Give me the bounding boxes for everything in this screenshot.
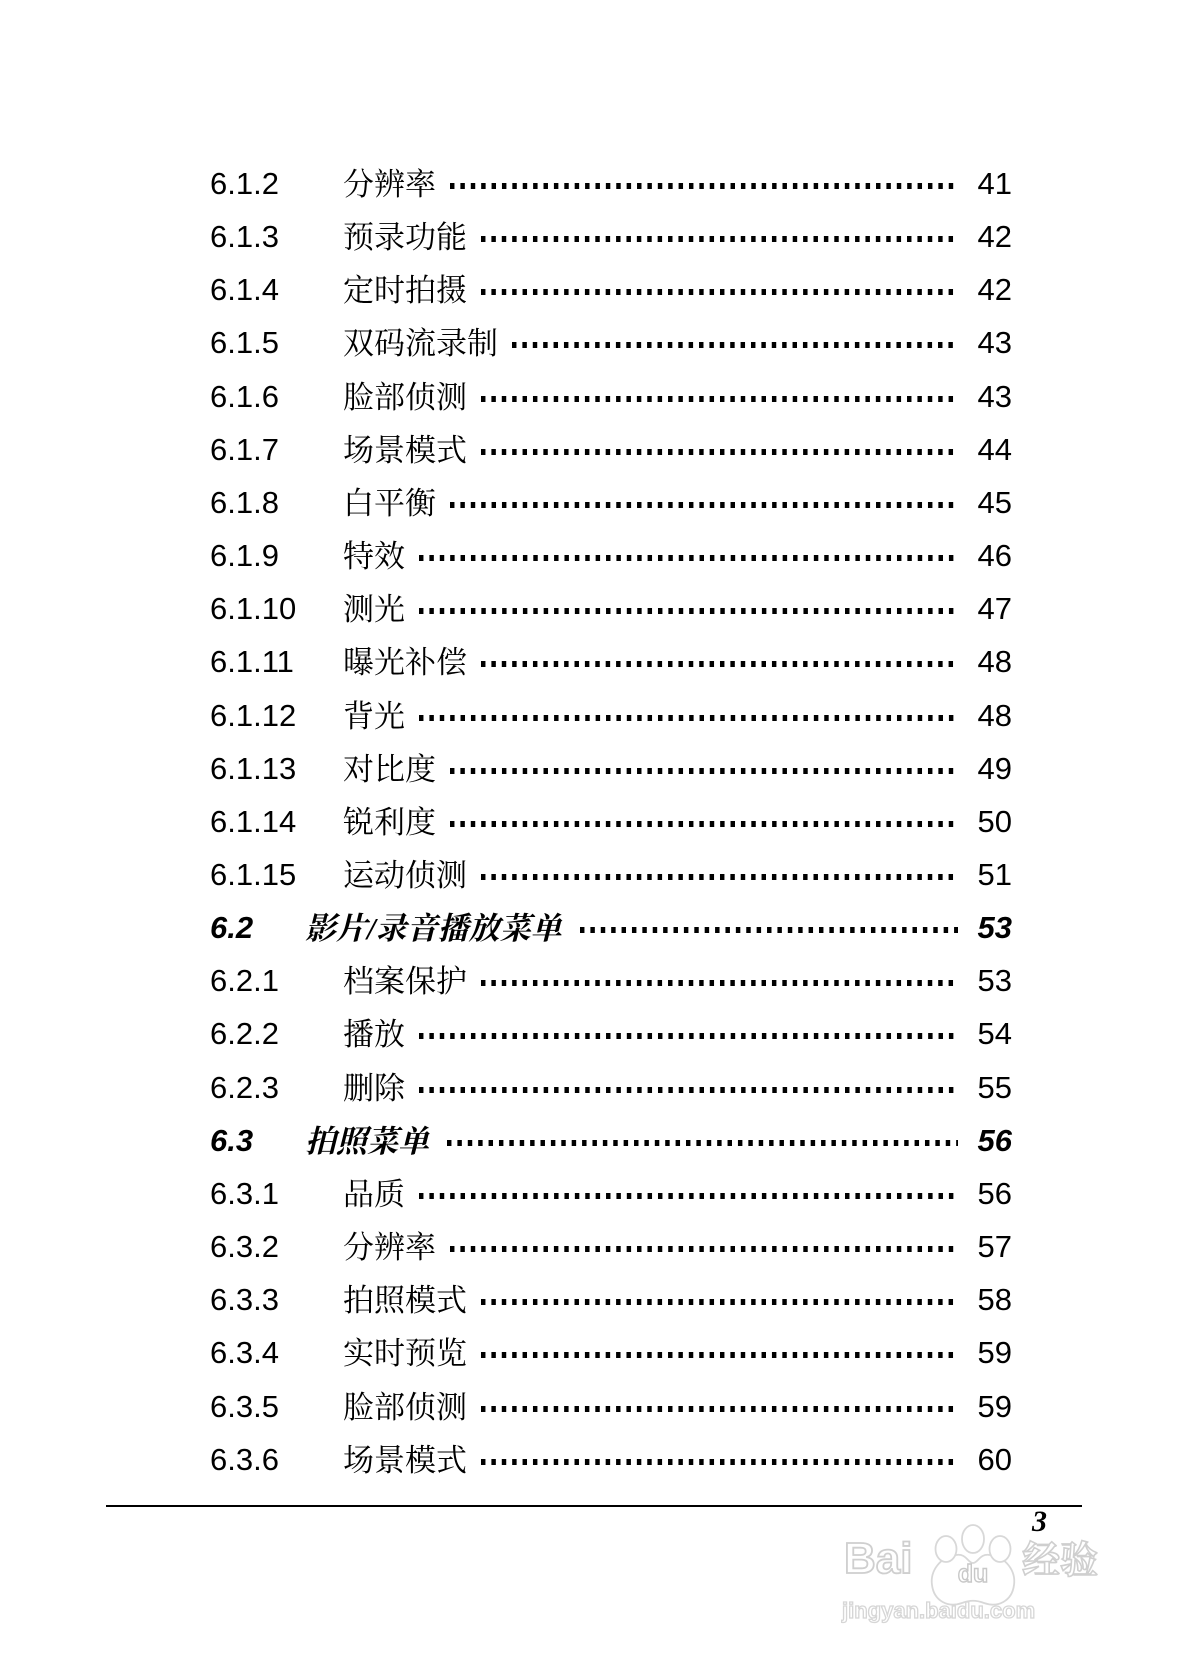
svg-text:jingyan.baidu.com: jingyan.baidu.com xyxy=(841,1598,1035,1623)
svg-text:Bai: Bai xyxy=(844,1534,912,1583)
svg-text:经验: 经验 xyxy=(1022,1529,1098,1584)
svg-text:du: du xyxy=(958,1560,989,1588)
